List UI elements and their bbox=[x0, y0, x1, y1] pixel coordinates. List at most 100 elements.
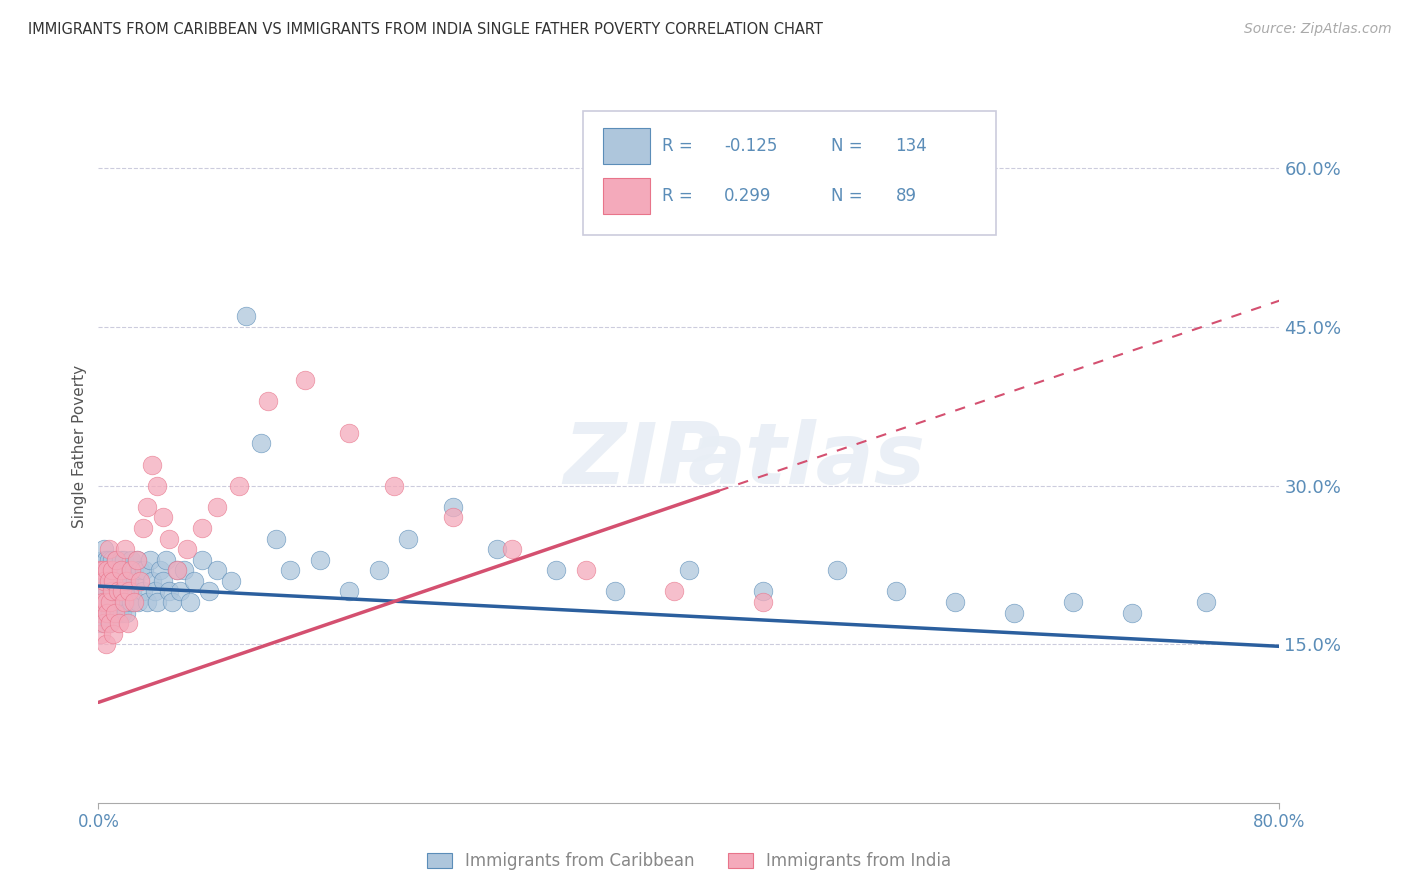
Point bbox=[96, 563, 118, 577]
Point bbox=[108, 616, 131, 631]
Point bbox=[112, 552, 135, 566]
Text: N =: N = bbox=[831, 187, 868, 205]
Point bbox=[173, 563, 195, 577]
Point bbox=[111, 563, 134, 577]
Point bbox=[97, 616, 120, 631]
Point bbox=[136, 595, 159, 609]
Point bbox=[91, 563, 114, 577]
Point bbox=[89, 595, 111, 609]
Point bbox=[100, 584, 122, 599]
Point bbox=[191, 521, 214, 535]
Point bbox=[89, 563, 111, 577]
Point bbox=[120, 595, 142, 609]
Point bbox=[198, 584, 221, 599]
Point bbox=[103, 595, 125, 609]
Bar bbox=[603, 128, 650, 164]
Point bbox=[105, 552, 128, 566]
Point bbox=[103, 626, 125, 640]
Point bbox=[751, 595, 773, 609]
Point bbox=[96, 606, 118, 620]
Point bbox=[1195, 595, 1218, 609]
Point bbox=[103, 584, 125, 599]
Point bbox=[157, 532, 180, 546]
Text: -0.125: -0.125 bbox=[724, 137, 778, 155]
Point bbox=[111, 606, 134, 620]
Point bbox=[169, 584, 191, 599]
Point bbox=[111, 584, 134, 599]
Point bbox=[107, 584, 129, 599]
Point bbox=[114, 574, 136, 588]
Point bbox=[501, 542, 523, 557]
Point bbox=[105, 595, 128, 609]
Point bbox=[191, 552, 214, 566]
Point bbox=[118, 584, 141, 599]
Point bbox=[166, 563, 188, 577]
Point bbox=[884, 584, 907, 599]
Point bbox=[339, 425, 360, 440]
Point bbox=[664, 584, 686, 599]
Point bbox=[90, 616, 112, 631]
Point bbox=[91, 606, 114, 620]
Point bbox=[122, 563, 145, 577]
Point bbox=[219, 574, 242, 588]
FancyBboxPatch shape bbox=[582, 111, 995, 235]
Point bbox=[152, 510, 174, 524]
Point bbox=[605, 584, 627, 599]
Point bbox=[89, 606, 111, 620]
Point bbox=[382, 478, 405, 492]
Point bbox=[110, 584, 132, 599]
Point bbox=[100, 574, 122, 588]
Legend: Immigrants from Caribbean, Immigrants from India: Immigrants from Caribbean, Immigrants fr… bbox=[420, 846, 957, 877]
Text: atlas: atlas bbox=[688, 418, 927, 502]
Point bbox=[115, 563, 138, 577]
Text: IMMIGRANTS FROM CARIBBEAN VS IMMIGRANTS FROM INDIA SINGLE FATHER POVERTY CORRELA: IMMIGRANTS FROM CARIBBEAN VS IMMIGRANTS … bbox=[28, 22, 823, 37]
Point bbox=[132, 521, 155, 535]
Point bbox=[141, 574, 163, 588]
Point bbox=[294, 373, 316, 387]
Point bbox=[89, 563, 111, 577]
Point bbox=[132, 584, 155, 599]
Point bbox=[114, 542, 136, 557]
Text: R =: R = bbox=[662, 187, 697, 205]
Point bbox=[94, 595, 117, 609]
Point bbox=[93, 616, 115, 631]
Point bbox=[120, 552, 142, 566]
Point bbox=[93, 542, 115, 557]
Point bbox=[94, 552, 117, 566]
Point bbox=[94, 637, 117, 651]
Point bbox=[157, 584, 180, 599]
Point bbox=[90, 584, 112, 599]
Point bbox=[104, 606, 127, 620]
Point bbox=[127, 595, 149, 609]
Point bbox=[100, 552, 122, 566]
Point bbox=[143, 584, 166, 599]
Text: 0.299: 0.299 bbox=[724, 187, 772, 205]
Point bbox=[122, 595, 145, 609]
Point bbox=[97, 574, 120, 588]
Point bbox=[235, 310, 257, 324]
Point bbox=[166, 563, 188, 577]
Point bbox=[98, 595, 121, 609]
Point bbox=[98, 616, 121, 631]
Point bbox=[228, 478, 250, 492]
Point bbox=[162, 595, 183, 609]
Point bbox=[97, 574, 120, 588]
Point bbox=[94, 574, 117, 588]
Text: N =: N = bbox=[831, 137, 868, 155]
Point bbox=[100, 584, 122, 599]
Point bbox=[115, 606, 138, 620]
Point bbox=[205, 563, 228, 577]
Point bbox=[108, 574, 131, 588]
Point bbox=[91, 584, 114, 599]
Point bbox=[117, 584, 139, 599]
Point bbox=[146, 478, 169, 492]
Point bbox=[152, 574, 174, 588]
Point bbox=[183, 574, 205, 588]
Point bbox=[103, 574, 125, 588]
Point bbox=[1062, 595, 1084, 609]
Point bbox=[98, 606, 121, 620]
Point bbox=[176, 542, 198, 557]
Point bbox=[155, 552, 177, 566]
Point bbox=[125, 552, 148, 566]
Point bbox=[368, 563, 391, 577]
